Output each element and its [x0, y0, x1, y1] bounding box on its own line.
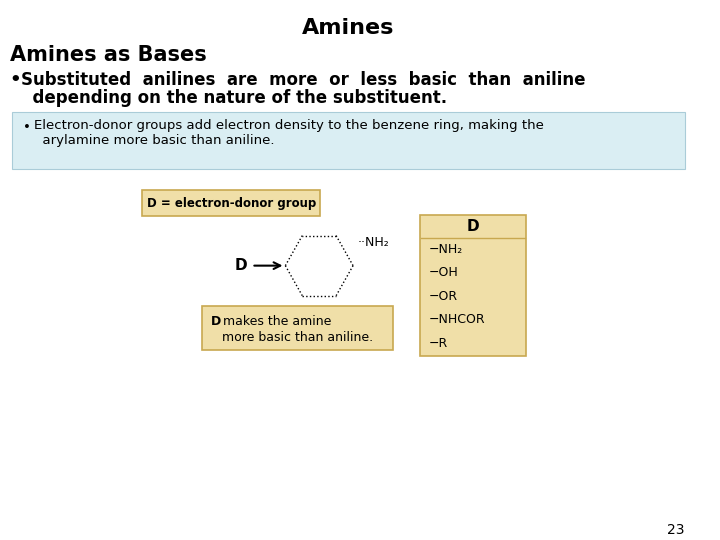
Text: D: D: [467, 219, 480, 234]
Text: Amines: Amines: [302, 18, 395, 38]
Text: −NHCOR: −NHCOR: [428, 313, 485, 326]
Text: arylamine more basic than aniline.: arylamine more basic than aniline.: [34, 134, 274, 147]
Text: −OR: −OR: [428, 290, 458, 303]
FancyBboxPatch shape: [142, 190, 320, 216]
Text: ··NH₂: ··NH₂: [358, 236, 390, 249]
Text: Amines as Bases: Amines as Bases: [9, 45, 207, 65]
Text: −R: −R: [428, 336, 448, 349]
FancyBboxPatch shape: [202, 306, 392, 350]
Text: Electron-donor groups add electron density to the benzene ring, making the: Electron-donor groups add electron densi…: [34, 119, 544, 132]
Text: •: •: [23, 121, 31, 134]
Text: depending on the nature of the substituent.: depending on the nature of the substitue…: [22, 89, 447, 107]
Text: 23: 23: [667, 523, 685, 537]
Text: makes the amine: makes the amine: [219, 315, 331, 328]
Text: more basic than aniline.: more basic than aniline.: [222, 330, 373, 343]
Text: −OH: −OH: [428, 266, 458, 280]
Text: D = electron-donor group: D = electron-donor group: [147, 197, 316, 210]
Text: −NH₂: −NH₂: [428, 243, 463, 256]
Text: D: D: [211, 315, 221, 328]
Text: •: •: [9, 71, 22, 89]
FancyBboxPatch shape: [12, 112, 685, 170]
FancyBboxPatch shape: [420, 215, 526, 356]
Text: Substituted  anilines  are  more  or  less  basic  than  aniline: Substituted anilines are more or less ba…: [22, 71, 586, 89]
Text: D: D: [235, 258, 248, 273]
